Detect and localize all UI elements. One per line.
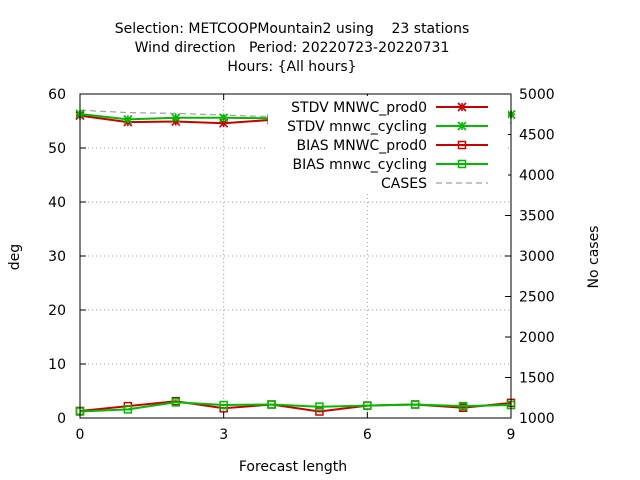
legend-label: CASES — [381, 176, 427, 192]
legend-marker — [457, 121, 467, 131]
legend-marker — [457, 140, 467, 150]
y-tick-label: 40 — [48, 195, 66, 211]
data-point — [219, 113, 229, 123]
series-line — [79, 401, 512, 413]
data-point — [315, 407, 324, 416]
y2-tick-label: 1500 — [519, 371, 555, 387]
chart-title-line: Selection: METCOOPMountain2 using 23 sta… — [115, 21, 470, 37]
y-tick-label: 20 — [48, 303, 66, 319]
x-axis-label: Forecast length — [239, 459, 347, 475]
y-tick-label: 50 — [48, 141, 66, 157]
y2-tick-label: 4000 — [519, 168, 555, 184]
y2-tick-label: 2500 — [519, 290, 555, 306]
x-tick-label: 6 — [363, 427, 372, 443]
legend-marker — [457, 159, 467, 169]
data-point — [123, 405, 133, 414]
data-point — [315, 402, 324, 411]
x-tick-label: 9 — [507, 427, 516, 443]
y-tick-label: 60 — [48, 87, 66, 103]
x-tick-label: 3 — [219, 427, 228, 443]
data-point — [363, 401, 372, 410]
data-point — [171, 113, 181, 123]
data-point — [219, 400, 228, 410]
y2-tick-label: 2000 — [519, 330, 555, 346]
data-point — [458, 401, 468, 411]
y-tick-label: 30 — [48, 249, 66, 265]
y2-tick-label: 1000 — [519, 411, 555, 427]
legend-label: STDV mnwc_cycling — [287, 119, 427, 135]
chart-title-line: Wind direction Period: 20220723-20220731 — [135, 40, 450, 56]
y-tick-label: 10 — [48, 357, 66, 373]
y2-tick-label: 3000 — [519, 249, 555, 265]
legend-label: BIAS mnwc_cycling — [292, 157, 427, 173]
y2-tick-label: 5000 — [519, 87, 555, 103]
data-point — [123, 114, 133, 124]
y2-tick-label: 3500 — [519, 209, 555, 225]
data-point — [171, 398, 181, 407]
chart-title-line: Hours: {All hours} — [227, 59, 356, 75]
chart-title: Selection: METCOOPMountain2 using 23 sta… — [115, 21, 470, 75]
y-axis-label: deg — [7, 244, 23, 270]
data-point — [410, 400, 420, 409]
legend-label: STDV MNWC_prod0 — [291, 100, 427, 116]
y2-tick-label: 4500 — [519, 128, 555, 144]
legend-label: BIAS MNWC_prod0 — [296, 138, 427, 154]
legend-marker — [457, 102, 467, 112]
ticks: 0 3 6 9 0 10 20 30 40 50 60 1000 1500 2000 2500 3000 350… — [48, 87, 554, 443]
y2-axis-label: No cases — [586, 226, 602, 289]
data-point — [219, 118, 229, 128]
x-tick-label: 0 — [76, 427, 85, 443]
legend: STDV MNWC_prod0 STDV mnwc_cycling BIAS MNW… — [268, 96, 508, 192]
data-point — [267, 400, 276, 409]
y-tick-label: 0 — [57, 411, 66, 427]
